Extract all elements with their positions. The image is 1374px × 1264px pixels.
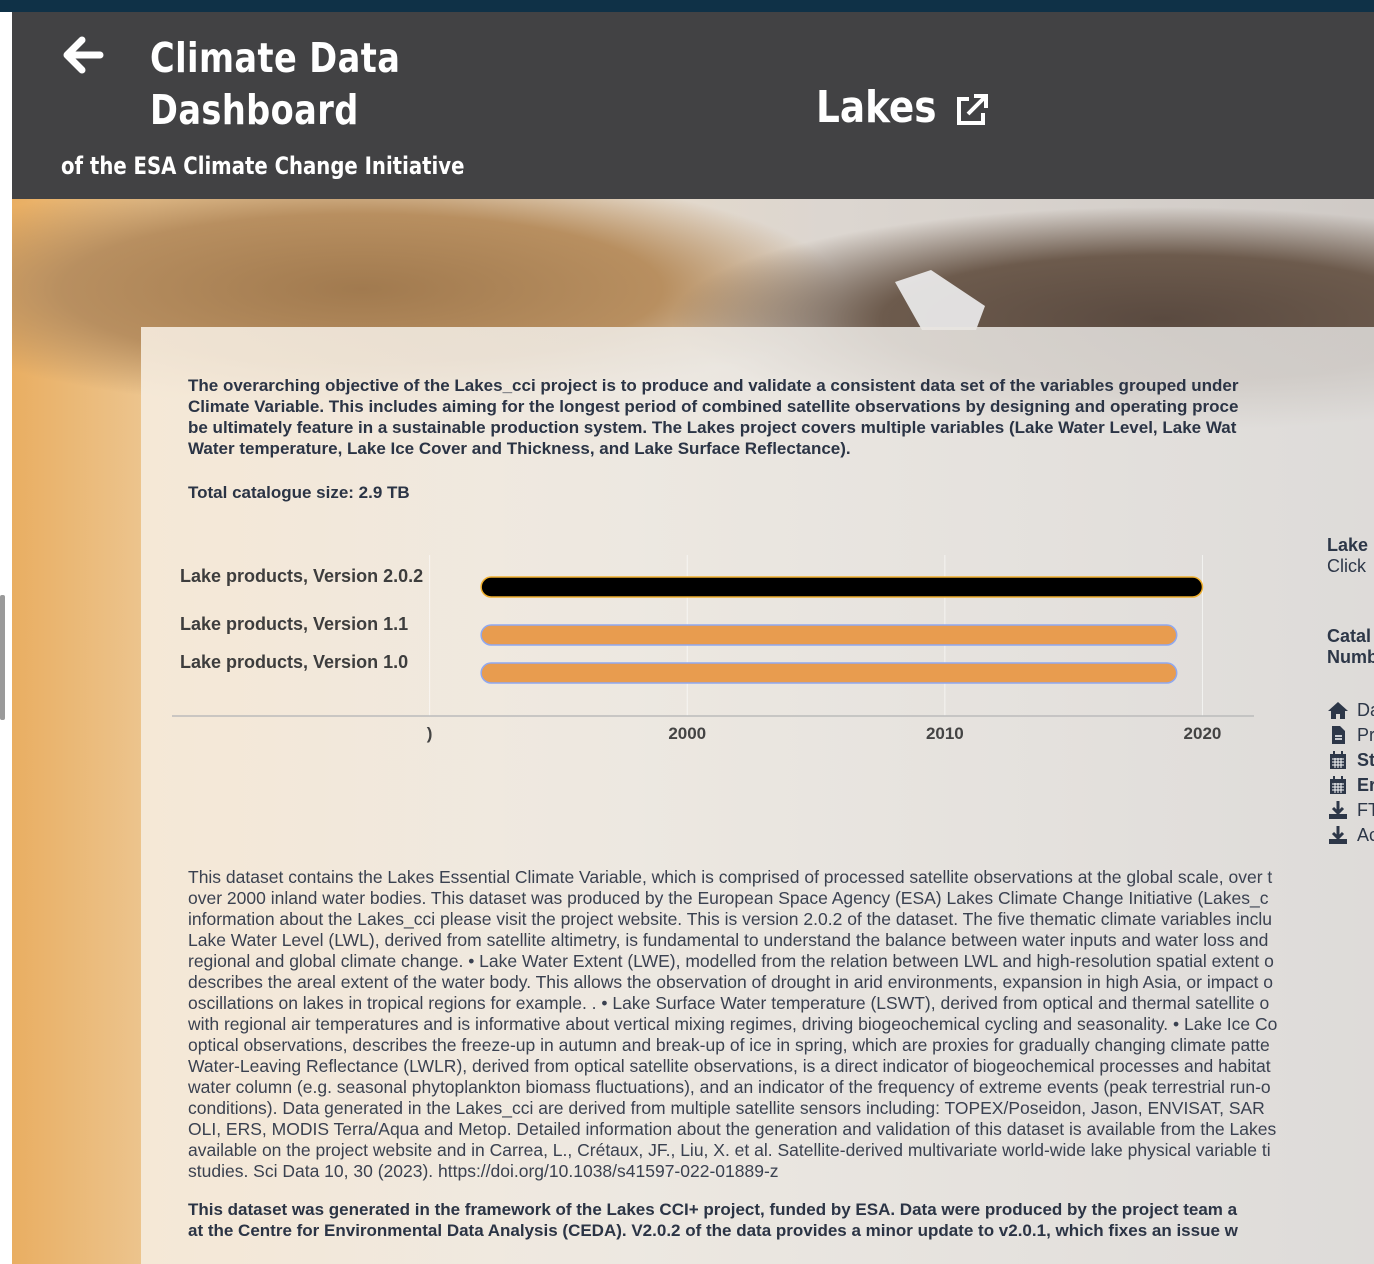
title-line: Dashboard [150, 86, 359, 134]
side-hint: Click [1327, 556, 1366, 576]
top-bar [0, 0, 1374, 12]
header: Climate Data Dashboard of the ESA Climat… [12, 12, 1374, 199]
text-line: This dataset contains the Lakes Essentia… [188, 867, 1273, 887]
x-tick-label: 2020 [1184, 724, 1222, 743]
side-link-label: Pr [1357, 724, 1374, 745]
category-label: Lake products, Version 1.1 [180, 614, 409, 634]
text-line: describes the areal extent of the water … [188, 972, 1273, 992]
project-title: Lakes [816, 82, 937, 133]
x-tick-label: 2000 [668, 724, 706, 743]
category-label: Lake products, Version 1.0 [180, 652, 409, 672]
text-line: over 2000 inland water bodies. This data… [188, 888, 1269, 908]
external-link-icon[interactable] [954, 92, 990, 128]
side-link[interactable]: St [1327, 748, 1374, 772]
side-link[interactable]: Er [1327, 773, 1374, 797]
side-link-label: Ac [1357, 824, 1374, 845]
text-line: conditions). Data generated in the Lakes… [188, 1098, 1265, 1118]
text-line: Climate Variable. This includes aiming f… [188, 397, 1239, 416]
text-line: information about the Lakes_cci please v… [188, 909, 1272, 929]
text-line: at the Centre for Environmental Data Ana… [188, 1221, 1238, 1240]
calendar-icon [1330, 751, 1346, 769]
text-line: water column (e.g. seasonal phytoplankto… [188, 1077, 1271, 1097]
text-line: The overarching objective of the Lakes_c… [188, 376, 1239, 395]
download-icon [1329, 801, 1347, 819]
side-number: Numb [1327, 647, 1374, 667]
text-line: Lake Water Level (LWL), derived from sat… [188, 930, 1269, 950]
timeline-chart: ) 2000 2010 2020 [172, 555, 1254, 743]
side-link-label: St [1357, 749, 1374, 770]
timeline-bar[interactable] [480, 662, 1178, 684]
category-label: Lake products, Version 2.0.2 [180, 566, 424, 586]
text-line: Water temperature, Lake Ice Cover and Th… [188, 439, 851, 458]
title-line: Climate Data [150, 34, 401, 82]
scrollbar[interactable] [0, 595, 5, 720]
side-catalogue: Catal [1327, 626, 1372, 646]
side-link-label: Da [1357, 699, 1374, 720]
document-icon [1332, 726, 1345, 744]
text-line: regional and global climate change. • La… [188, 951, 1274, 971]
side-link[interactable]: Pr [1327, 723, 1374, 747]
text-line: studies. Sci Data 10, 30 (2023). https:/… [188, 1161, 779, 1181]
text-line: This dataset was generated in the framew… [188, 1200, 1238, 1219]
text-line: OLI, ERS, MODIS Terra/Aqua and Metop. De… [188, 1119, 1277, 1139]
timeline-bar[interactable] [480, 576, 1204, 598]
arrow-left-icon[interactable] [58, 30, 108, 80]
side-heading: Lake [1327, 535, 1369, 555]
text-line: Water-Leaving Reflectance (LWLR), derive… [188, 1056, 1271, 1076]
text-line: available on the project website and in … [188, 1140, 1271, 1160]
side-link-label: Er [1357, 774, 1374, 795]
download-icon [1329, 826, 1347, 844]
timeline-bar[interactable] [480, 624, 1178, 646]
content-panel [141, 327, 1374, 1264]
catalogue-size: Total catalogue size: 2.9 TB [188, 483, 410, 502]
calendar-icon [1330, 776, 1346, 794]
x-tick-label: ) [427, 724, 433, 743]
text-line: with regional air temperatures and is in… [188, 1014, 1278, 1034]
side-link[interactable]: FT [1327, 798, 1374, 822]
side-link[interactable]: Da [1327, 698, 1374, 722]
home-icon [1328, 702, 1348, 719]
window-edge [0, 12, 12, 1264]
text-line: be ultimately feature in a sustainable p… [188, 418, 1237, 437]
app-title: Climate Data Dashboard [150, 32, 400, 136]
side-link[interactable]: Ac [1327, 823, 1374, 847]
text-line: optical observations, describes the free… [188, 1035, 1270, 1055]
side-link-label: FT [1357, 799, 1374, 820]
text-line: oscillations on lakes in tropical region… [188, 993, 1270, 1013]
x-tick-label: 2010 [926, 724, 964, 743]
app-subtitle: of the ESA Climate Change Initiative [61, 152, 465, 180]
